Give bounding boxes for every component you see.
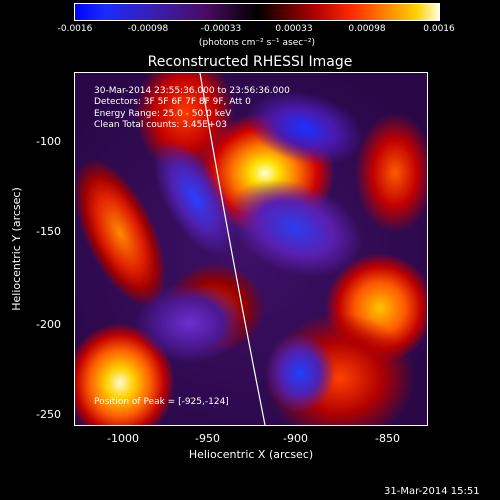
date-stamp: 31-Mar-2014 15:51 xyxy=(384,486,480,497)
detectors-text: Detectors: 3F 5F 6F 7F 8F 9F, Att 0 xyxy=(94,97,251,107)
energy-range-text: Energy Range: 25.0 - 50.0 keV xyxy=(94,109,232,119)
x-tick-label: -850 xyxy=(375,432,400,445)
negative-region xyxy=(135,283,245,363)
y-tick-label: -200 xyxy=(36,318,61,331)
colorbar-tick: 0.0016 xyxy=(423,24,455,34)
x-tick-label: -950 xyxy=(195,432,220,445)
colorbar xyxy=(74,3,440,21)
emission-region xyxy=(355,113,427,233)
clean-counts-text: Clean Total counts: 3.45E+03 xyxy=(94,120,227,130)
colorbar-tick: -0.00033 xyxy=(200,24,242,34)
colorbar-tick: 0.00098 xyxy=(348,24,386,34)
x-axis-label: Heliocentric X (arcsec) xyxy=(188,448,314,461)
x-tick-label: -900 xyxy=(283,432,308,445)
colorbar-units: (photons cm⁻² s⁻¹ asec⁻²) xyxy=(198,38,316,48)
solar-limb-line xyxy=(199,73,266,425)
y-axis-label: Heliocentric Y (arcsec) xyxy=(10,187,23,311)
colorbar-tick: 0.00033 xyxy=(275,24,313,34)
plot-title: Reconstructed RHESSI Image xyxy=(147,54,353,70)
colorbar-tick: -0.00098 xyxy=(127,24,169,34)
y-tick-label: -100 xyxy=(36,135,61,148)
peak-position-text: Position of Peak = [-925,-124] xyxy=(94,397,229,407)
negative-region xyxy=(265,333,335,413)
time-range-text: 30-Mar-2014 23:55:36.000 to 23:56:36.000 xyxy=(94,86,290,96)
colorbar-tick: -0.0016 xyxy=(57,24,93,34)
y-tick-label: -250 xyxy=(36,408,61,421)
y-tick-label: -150 xyxy=(36,225,61,238)
rhessi-image: 30-Mar-2014 23:55:36.000 to 23:56:36.000… xyxy=(74,72,428,426)
x-tick-label: -1000 xyxy=(107,432,139,445)
